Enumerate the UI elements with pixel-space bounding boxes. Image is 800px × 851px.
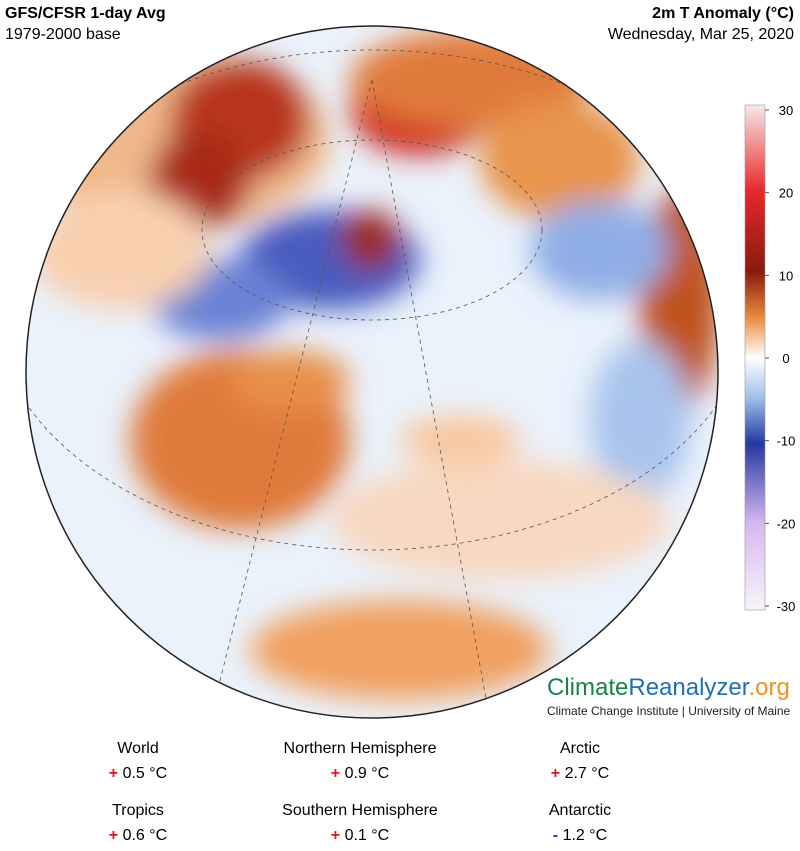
stat-sign: + <box>331 827 340 844</box>
stat-label: Tropics <box>112 802 164 819</box>
colorbar-tick-label: 20 <box>779 186 793 201</box>
stat-number: 1.2 °C <box>563 827 608 844</box>
brand: ClimateReanalyzer.org <box>547 674 790 701</box>
colorbar-tick-label: -20 <box>777 516 796 531</box>
title: GFS/CFSR 1-day Avg <box>5 5 166 22</box>
colorbar-ticks: 30 20 10 0 -10 -20 -30 <box>765 103 795 614</box>
date: Wednesday, Mar 25, 2020 <box>608 26 794 43</box>
globe-outline <box>25 25 719 719</box>
stat-value: + 0.1 °C <box>331 827 389 844</box>
stat-number: 2.7 °C <box>565 765 610 782</box>
stat-label: World <box>117 740 159 757</box>
stat-value: - 1.2 °C <box>553 827 607 844</box>
brand-part: .org <box>748 674 789 701</box>
stat-label: Arctic <box>560 740 600 757</box>
stat-value: + 0.9 °C <box>331 765 389 782</box>
stat-value: + 0.5 °C <box>109 765 167 782</box>
stat-sign: + <box>331 765 340 782</box>
stat-sign: + <box>109 827 118 844</box>
stat-label: Northern Hemisphere <box>284 740 437 757</box>
stat-label: Southern Hemisphere <box>282 802 438 819</box>
globe <box>26 26 718 718</box>
stat-sign: + <box>109 765 118 782</box>
stat-sign: - <box>553 827 558 844</box>
brand-part: Climate <box>547 674 628 701</box>
stat-value: + 2.7 °C <box>551 765 609 782</box>
stat-number: 0.1 °C <box>345 827 390 844</box>
stat-value: + 0.6 °C <box>109 827 167 844</box>
stat-number: 0.9 °C <box>345 765 390 782</box>
colorbar-tick-label: -10 <box>777 434 796 449</box>
stat-sign: + <box>551 765 560 782</box>
stat-number: 0.6 °C <box>123 827 168 844</box>
variable: 2m T Anomaly (°C) <box>652 5 794 22</box>
stats: World + 0.5 °C Northern Hemisphere + 0.9 °C… <box>109 740 611 844</box>
colorbar-tick-label: -30 <box>777 599 796 614</box>
brand-part: Reanalyzer <box>628 674 749 701</box>
colorbar <box>744 104 766 611</box>
brand-tagline: Climate Change Institute | University of… <box>547 704 791 718</box>
colorbar-tick-label: 10 <box>779 268 793 283</box>
stat-label: Antarctic <box>549 802 611 819</box>
colorbar-tick-label: 0 <box>782 351 789 366</box>
subtitle: 1979-2000 base <box>5 26 121 43</box>
colorbar-tick-label: 30 <box>779 103 793 118</box>
stat-number: 0.5 °C <box>123 765 168 782</box>
